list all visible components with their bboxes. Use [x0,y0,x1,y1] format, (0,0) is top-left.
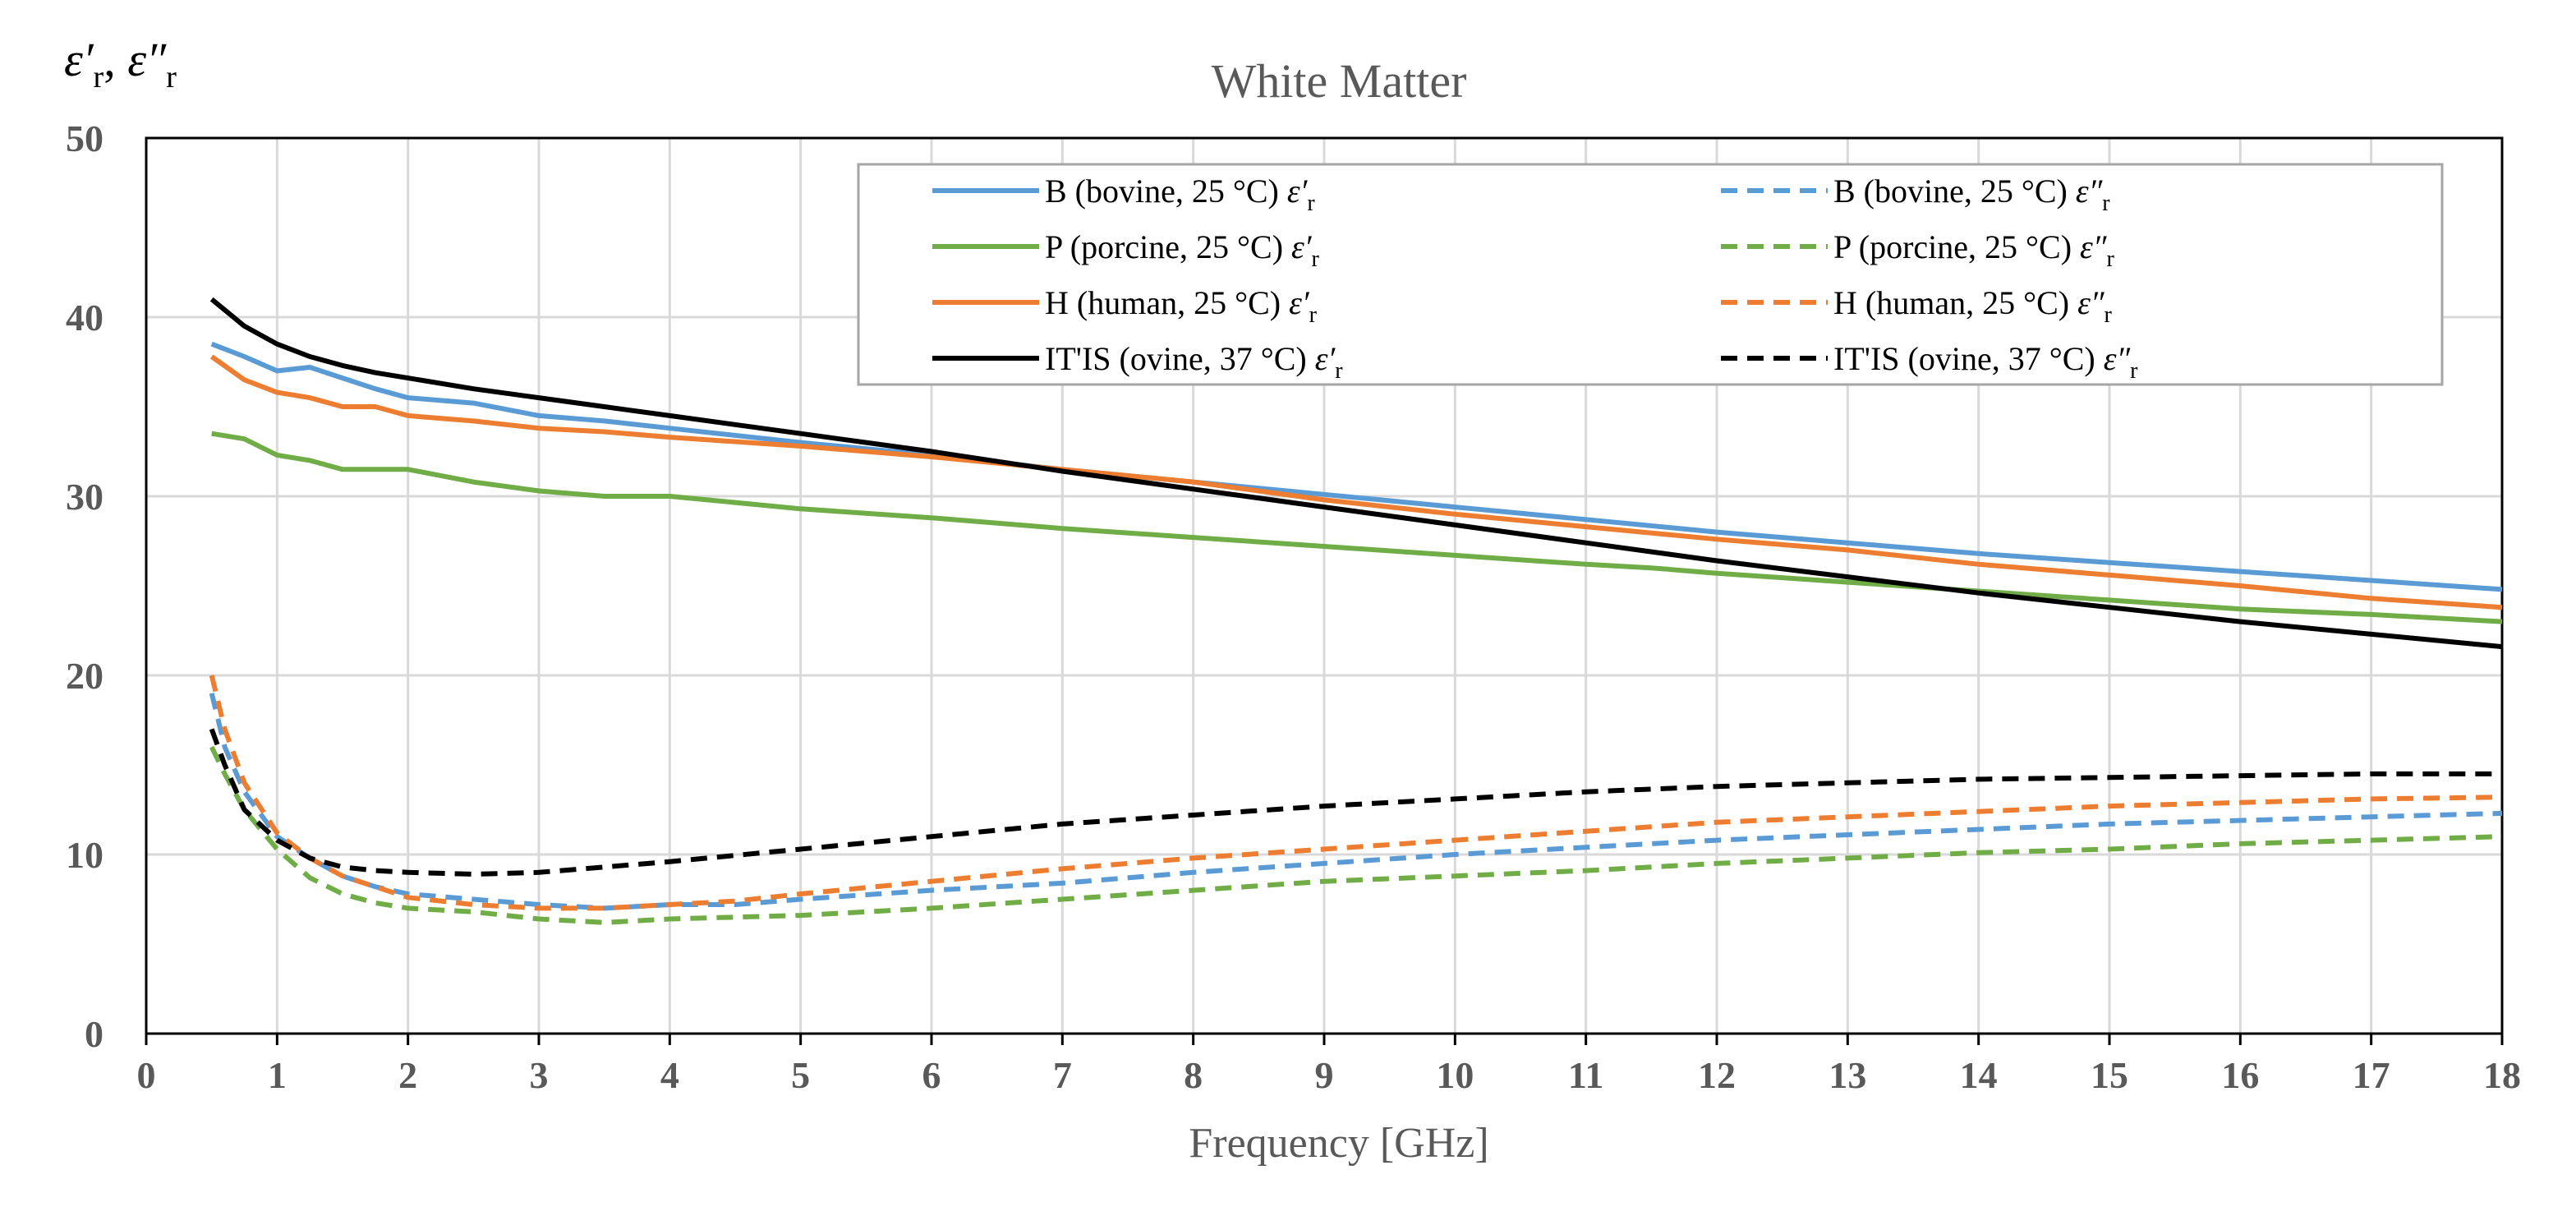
legend-entry: B (bovine, 25 °C) ε′r [1045,173,1315,216]
x-tick-label: 12 [1698,1054,1736,1096]
x-tick-label: 1 [268,1054,287,1096]
x-tick-label: 16 [2221,1054,2259,1096]
y-tick-label: 0 [85,1013,104,1055]
x-tick-label: 2 [398,1054,417,1096]
x-tick-label: 5 [791,1054,810,1096]
series-line [209,297,2503,650]
series-line [209,675,2503,911]
legend-entry: H (human, 25 °C) ε″r [1833,284,2113,328]
x-tick-label: 18 [2483,1054,2521,1096]
y-tick-label: 30 [66,476,104,518]
x-axis-label: Frequency [GHz] [1189,1120,1488,1167]
legend-entry: P (porcine, 25 °C) ε″r [1833,228,2114,272]
x-tick-label: 15 [2091,1054,2128,1096]
x-tick-label: 6 [922,1054,941,1096]
legend-entry: IT'IS (ovine, 37 °C) ε″r [1833,340,2138,384]
x-tick-label: 7 [1053,1054,1072,1096]
x-tick-label: 13 [1828,1054,1866,1096]
y-axis-ticks: 0 10 20 30 40 50 [66,117,104,1055]
x-tick-label: 3 [530,1054,549,1096]
legend-entry: B (bovine, 25 °C) ε″r [1833,173,2110,216]
y-tick-label: 10 [66,834,104,876]
x-axis-ticks: 0 1 2 3 4 5 6 7 8 9 10 11 12 13 14 15 16 17 18 [137,1034,2521,1096]
y-axis-label: ε′r, ε″r [64,33,177,94]
x-tick-label: 8 [1184,1054,1203,1096]
legend-entry: IT'IS (ovine, 37 °C) ε′r [1045,340,1343,384]
series-line [209,728,2502,877]
y-tick-label: 20 [66,655,104,697]
chart-title: White Matter [1212,54,1467,108]
x-tick-label: 10 [1436,1054,1474,1096]
x-tick-label: 17 [2353,1054,2390,1096]
legend-entry: H (human, 25 °C) ε′r [1045,284,1318,328]
y-tick-label: 50 [66,117,104,159]
y-tick-label: 40 [66,297,104,339]
x-tick-label: 0 [137,1054,156,1096]
legend-box [857,163,2444,386]
x-tick-label: 9 [1315,1054,1334,1096]
series-line [209,745,2503,925]
legend-entry: P (porcine, 25 °C) ε′r [1045,228,1320,272]
x-tick-label: 11 [1568,1054,1603,1096]
x-tick-label: 4 [660,1054,679,1096]
series-line [209,354,2503,610]
series-group [209,297,2503,925]
legend: B (bovine, 25 °C) ε′r P (porcine, 25 °C) … [857,163,2444,386]
x-tick-label: 14 [1960,1054,1998,1096]
